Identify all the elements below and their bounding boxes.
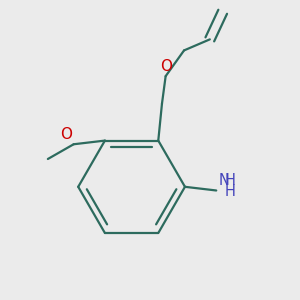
Text: O: O: [160, 59, 172, 74]
Text: O: O: [60, 128, 72, 142]
Text: H: H: [225, 184, 236, 199]
Text: N: N: [218, 172, 229, 188]
Text: H: H: [225, 172, 236, 188]
